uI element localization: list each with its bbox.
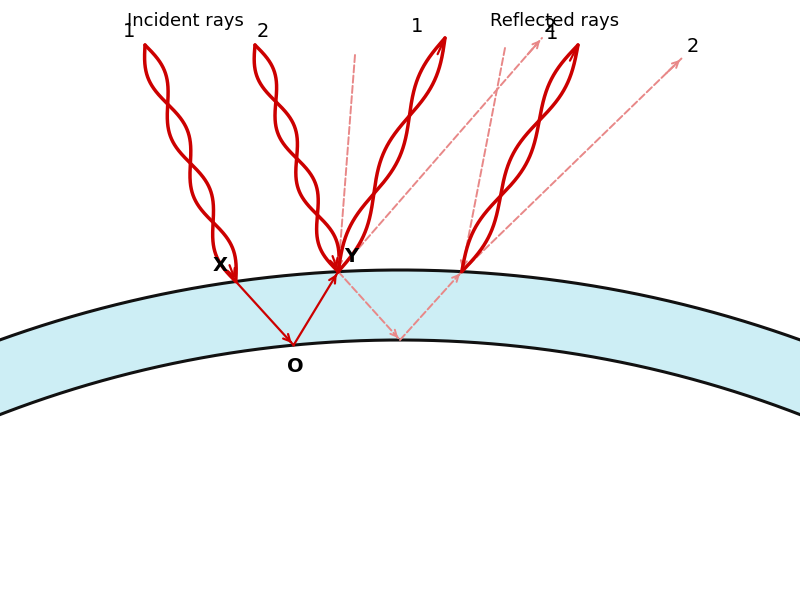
Text: 1: 1 [123, 22, 135, 41]
Text: Incident rays: Incident rays [126, 12, 243, 30]
Text: Y: Y [344, 247, 358, 266]
Text: 2: 2 [544, 17, 556, 36]
Text: X: X [213, 256, 228, 275]
Text: 1: 1 [546, 24, 558, 43]
Text: O: O [287, 357, 304, 376]
Text: 2: 2 [257, 22, 269, 41]
Text: 1: 1 [410, 17, 423, 36]
Text: Reflected rays: Reflected rays [490, 12, 619, 30]
Text: 2: 2 [687, 37, 699, 56]
Polygon shape [0, 270, 800, 489]
